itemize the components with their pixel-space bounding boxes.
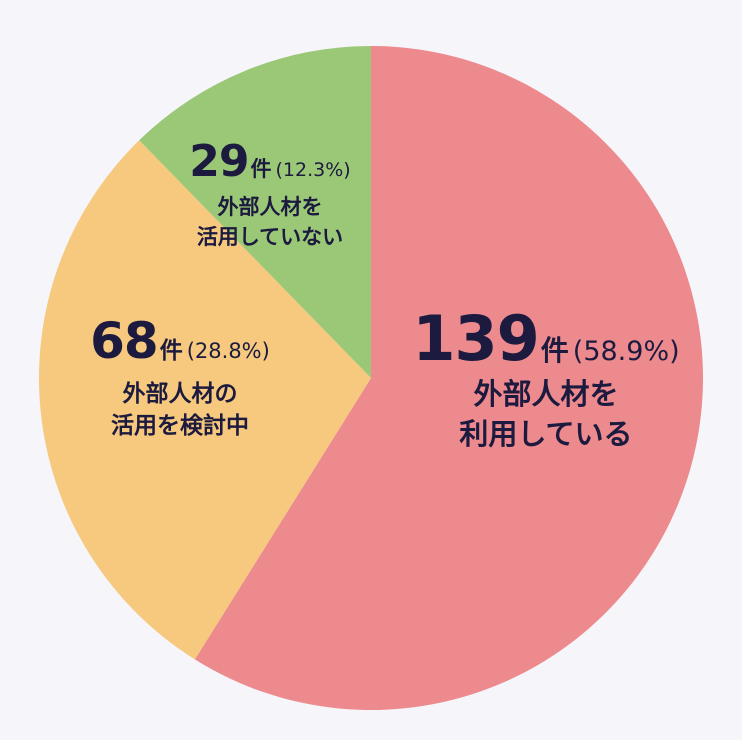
pie-slice-considering [39,140,372,660]
slice-count: 68 [90,312,159,370]
slice-label-using: 139件 (58.9%) 外部人材を 利用している [396,308,696,454]
slice-unit: 件 [540,334,569,367]
slice-desc-line: 活用していない [196,225,344,249]
slice-count: 139 [412,302,539,375]
slice-desc-line: 外部人材を [473,377,619,411]
slice-unit: 件 [159,338,183,364]
slice-label-considering: 68件 (28.8%) 外部人材の 活用を検討中 [60,316,300,442]
slice-desc-line: 利用している [459,417,633,451]
slice-desc-line: 外部人材の [122,381,238,407]
pie-slice-not-using [139,46,371,378]
slice-count: 29 [189,136,249,187]
pie-slice-using [194,46,704,710]
slice-desc-line: 活用を検討中 [111,413,249,439]
slice-unit: 件 [250,157,272,181]
slice-label-not-using: 29件 (12.3%) 外部人材を 活用していない [155,140,385,252]
slice-desc-line: 外部人材を [217,195,323,219]
slice-percent: (28.8%) [186,339,270,363]
slice-percent: (12.3%) [275,159,351,181]
slice-percent: (58.9%) [572,336,680,367]
